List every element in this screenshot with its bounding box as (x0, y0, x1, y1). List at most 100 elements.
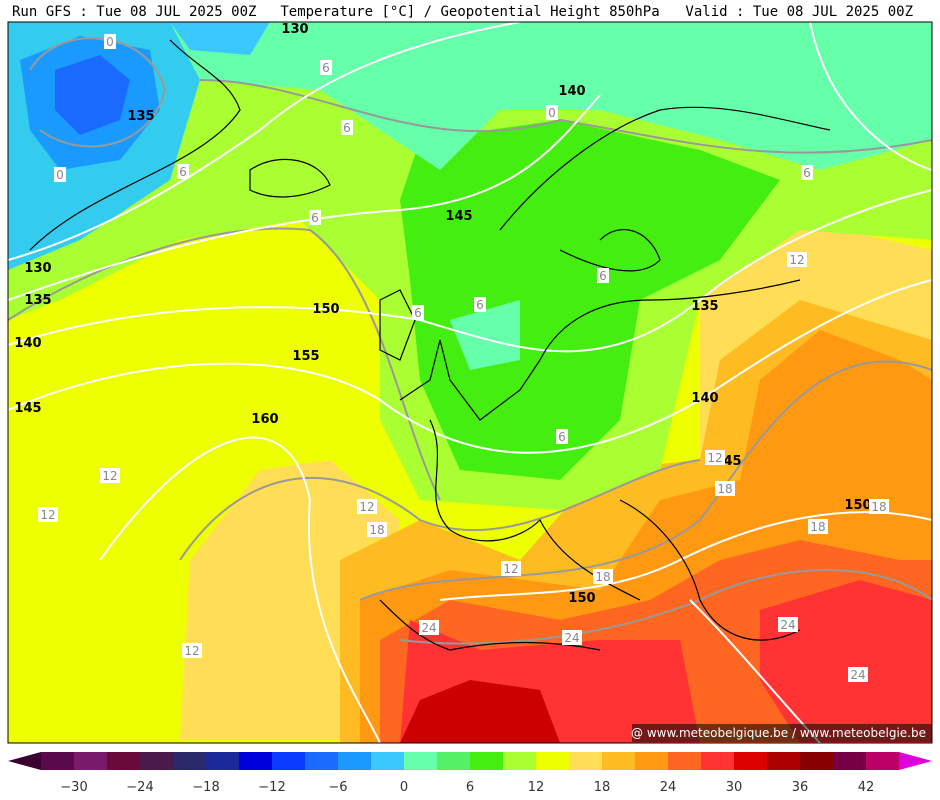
colorbar-segment (767, 752, 801, 770)
temperature-label-box (367, 522, 387, 537)
height-label: 135 (24, 293, 51, 308)
colorbar-tick-label: 42 (858, 780, 875, 795)
temperature-label-box (104, 34, 116, 49)
colorbar-tick-label: 6 (466, 780, 474, 795)
temperature-label-box (474, 297, 486, 312)
temperature-label-box (546, 105, 558, 120)
colorbar-tick-label: 36 (792, 780, 809, 795)
temperature-label: 18 (369, 523, 384, 537)
temperature-label-box (801, 165, 813, 180)
height-label: 130 (24, 261, 51, 276)
temperature-label: 18 (871, 500, 886, 514)
temperature-label: 18 (595, 570, 610, 584)
colorbar-segment (800, 752, 834, 770)
colorbar-tick-label: −30 (60, 780, 87, 795)
temperature-label-box (419, 620, 439, 635)
temperature-label: 0 (56, 168, 64, 182)
height-label: 130 (281, 22, 308, 37)
temperature-label: 24 (564, 631, 579, 645)
temperature-label-box (341, 120, 353, 135)
temperature-label: 6 (476, 298, 484, 312)
colorbar-segment (140, 752, 174, 770)
temperature-label: 6 (311, 211, 319, 225)
colorbar-segment (74, 752, 108, 770)
colorbar-segment (338, 752, 372, 770)
temperature-label-box (412, 305, 424, 320)
colorbar-segment (503, 752, 537, 770)
temperature-label-box (556, 429, 568, 444)
temperature-label-box (54, 167, 66, 182)
colorbar-segment (536, 752, 570, 770)
colorbar-segment (833, 752, 867, 770)
colorbar-tick-label: 24 (660, 780, 677, 795)
contour-labels: 130 135 140 145 130 135 140 150 155 145 160 135 140 1… (14, 22, 889, 682)
height-label: 140 (558, 84, 585, 99)
height-label: 150 (312, 302, 339, 317)
map-area: @ www.meteobelgique.be / www.meteobelgie… (8, 22, 932, 743)
temperature-label: 18 (810, 520, 825, 534)
temperature-label-box (808, 519, 828, 534)
temperature-label: 6 (803, 166, 811, 180)
colorbar-segment (701, 752, 735, 770)
temperature-label-box (848, 667, 868, 682)
colorbar-segment (635, 752, 669, 770)
colorbar-tick-label: 12 (528, 780, 545, 795)
colorbar-tick-label: −18 (192, 780, 219, 795)
colorbar-segment (404, 752, 438, 770)
temperature-label-box (100, 468, 120, 483)
temperature-label-box (787, 252, 807, 267)
colorbar-segment (239, 752, 273, 770)
temperature-label: 12 (359, 500, 374, 514)
colorbar-segment (569, 752, 603, 770)
height-label: 150 (568, 591, 595, 606)
temperature-label: 6 (179, 165, 187, 179)
temperature-label-box (869, 499, 889, 514)
colorbar-segment (866, 752, 900, 770)
colorbar-segment (602, 752, 636, 770)
temperature-label-box (38, 507, 58, 522)
temperature-label-box (177, 164, 189, 179)
colorbar-segment (107, 752, 141, 770)
height-label: 135 (691, 299, 718, 314)
temperature-label: 6 (558, 430, 566, 444)
temperature-label: 6 (322, 61, 330, 75)
temperature-label: 6 (414, 306, 422, 320)
map-title: Temperature [°C] / Geopotential Height 8… (280, 4, 659, 20)
colorbar-segment (173, 752, 207, 770)
colorbar-tick-label: 18 (594, 780, 611, 795)
temperature-label: 24 (421, 621, 436, 635)
run-label: Run GFS : Tue 08 JUL 2025 00Z (12, 4, 256, 20)
temperature-label: 12 (184, 644, 199, 658)
colorbar-segment (437, 752, 471, 770)
colorbar-low (8, 752, 41, 770)
height-label: 155 (292, 349, 319, 364)
temperature-label: 12 (789, 253, 804, 267)
height-label: 140 (14, 336, 41, 351)
temperature-label: 0 (106, 35, 114, 49)
colorbar-segment (668, 752, 702, 770)
height-label: 140 (691, 391, 718, 406)
colorbar-tick-label: 30 (726, 780, 743, 795)
temperature-label-box (715, 481, 735, 496)
temperature-label: 24 (850, 668, 865, 682)
temperature-label: 24 (780, 618, 795, 632)
colorbar-segment (41, 752, 75, 770)
colorbar-high (899, 752, 932, 770)
temperature-label-box (778, 617, 798, 632)
temperature-label-box (357, 499, 377, 514)
colorbar-segment (371, 752, 405, 770)
height-label: 145 (445, 209, 472, 224)
temperature-label: 12 (40, 508, 55, 522)
temperature-label-box (593, 569, 613, 584)
colorbar-segment (734, 752, 768, 770)
temperature-label: 12 (503, 562, 518, 576)
temperature-label: 12 (707, 451, 722, 465)
temperature-label-box (309, 210, 321, 225)
temperature-label-box (597, 268, 609, 283)
credit: @ www.meteobelgique.be / www.meteobelgie… (631, 726, 926, 740)
temperature-label: 12 (102, 469, 117, 483)
height-label: 145 (14, 401, 41, 416)
temperature-label-box (182, 643, 202, 658)
